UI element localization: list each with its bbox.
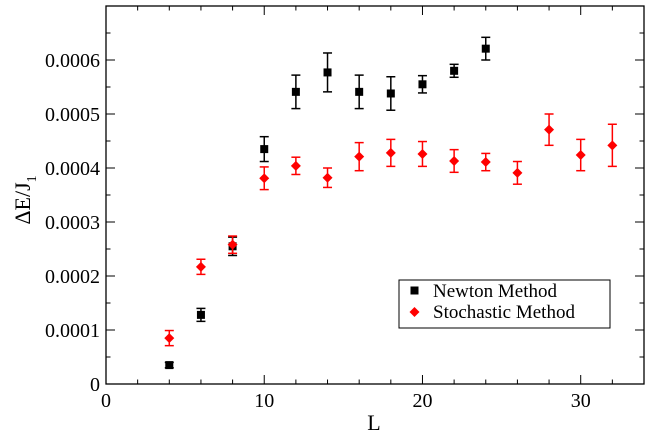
data-point (290, 160, 301, 171)
legend-label-stochastic: Stochastic Method (433, 302, 575, 323)
x-tick-label: 30 (571, 390, 591, 412)
y-tick-label: 0.0001 (45, 320, 100, 342)
plot-frame (105, 5, 645, 385)
x-tick-label: 0 (101, 390, 111, 412)
data-point (418, 80, 427, 89)
data-point (322, 172, 333, 183)
legend-label-newton: Newton Method (433, 281, 558, 302)
data-point (165, 361, 174, 370)
marks-layer (164, 36, 618, 370)
data-point (386, 89, 395, 98)
data-point (164, 333, 175, 344)
data-point (355, 87, 364, 96)
data-point (323, 68, 332, 77)
y-tick-label: 0.0006 (45, 50, 100, 72)
series-newton (164, 36, 491, 370)
data-point (260, 145, 269, 154)
data-point (291, 87, 300, 96)
data-point (544, 124, 555, 135)
y-tick-label: 0.0004 (45, 158, 100, 180)
data-point (481, 44, 490, 53)
x-tick-label: 20 (412, 390, 432, 412)
data-point (607, 140, 618, 151)
legend-marker-newton (410, 286, 419, 295)
data-point (227, 239, 238, 250)
y-axis-label-main: ΔE/J (10, 182, 35, 225)
data-point (450, 66, 459, 75)
legend-marker-stochastic (409, 307, 420, 317)
series-stochastic (164, 113, 618, 347)
data-point (512, 167, 523, 178)
x-axis-label: L (367, 410, 380, 432)
data-point (196, 310, 205, 319)
data-point (195, 261, 206, 272)
y-tick-label: 0.0005 (45, 104, 100, 126)
y-tick-label: 0.0003 (45, 212, 100, 234)
data-point (385, 147, 396, 158)
data-point (480, 157, 491, 168)
data-point (575, 150, 586, 161)
legend: Newton Method Stochastic Method (398, 279, 611, 329)
legend-box (398, 279, 611, 329)
y-axis-label-subscript: 1 (25, 175, 40, 182)
data-point (417, 148, 428, 159)
x-tick-label: 10 (254, 390, 274, 412)
data-point (449, 155, 460, 166)
y-axis-label: ΔE/J1 (10, 175, 40, 224)
data-point (259, 173, 270, 184)
ticks-layer: 0 10 20 30 0 0.0001 0.0002 0.0003 0.0004 0.0005 0.… (45, 5, 645, 412)
y-tick-label: 0 (90, 374, 100, 396)
data-point (354, 151, 365, 162)
y-tick-label: 0.0002 (45, 266, 100, 288)
